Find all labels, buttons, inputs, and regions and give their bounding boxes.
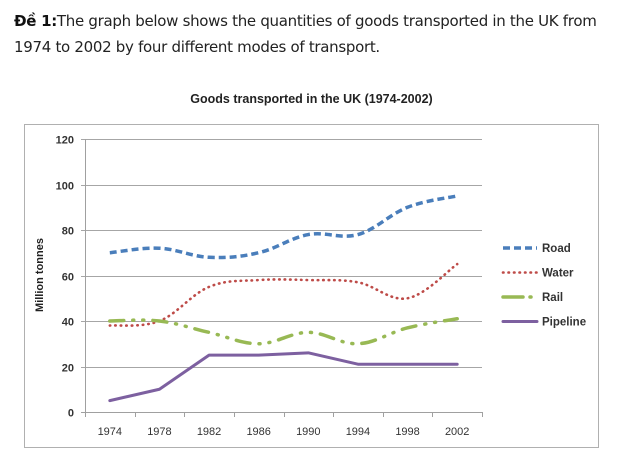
question-label: Đề 1: [14, 12, 57, 30]
legend-label-road: Road [542, 243, 571, 255]
y-axis-label: Million tonnes [34, 238, 46, 312]
y-tick-label: 0 [68, 408, 74, 420]
question-prompt: Đề 1:The graph below shows the quantitie… [14, 8, 614, 60]
x-tick-label: 1982 [197, 426, 221, 438]
y-tick-label: 20 [62, 363, 74, 375]
x-tick-label: 1978 [147, 426, 171, 438]
series-line-rail [108, 316, 459, 346]
x-tick-label: 1990 [296, 426, 320, 438]
x-tick-label: 1998 [395, 426, 419, 438]
chart-frame [24, 124, 599, 448]
y-tick-label: 100 [56, 181, 74, 193]
chart-title: Goods transported in the UK (1974-2002) [190, 92, 433, 106]
x-tick-label: 2002 [445, 426, 469, 438]
legend-label-rail: Rail [542, 292, 563, 304]
legend-label-water: Water [542, 268, 574, 280]
y-tick-label: 40 [62, 317, 74, 329]
series-line-road [109, 194, 458, 260]
x-tick-label: 1974 [98, 426, 122, 438]
question-text: The graph below shows the quantities of … [14, 12, 597, 56]
series-line-water [108, 262, 459, 327]
x-tick-label: 1994 [346, 426, 370, 438]
y-tick-label: 60 [62, 272, 74, 284]
x-tick-label: 1986 [246, 426, 270, 438]
y-tick-label: 80 [62, 226, 74, 238]
y-tick-label: 120 [56, 135, 74, 147]
legend-label-pipeline: Pipeline [542, 317, 586, 329]
series-line-pipeline [108, 351, 459, 403]
